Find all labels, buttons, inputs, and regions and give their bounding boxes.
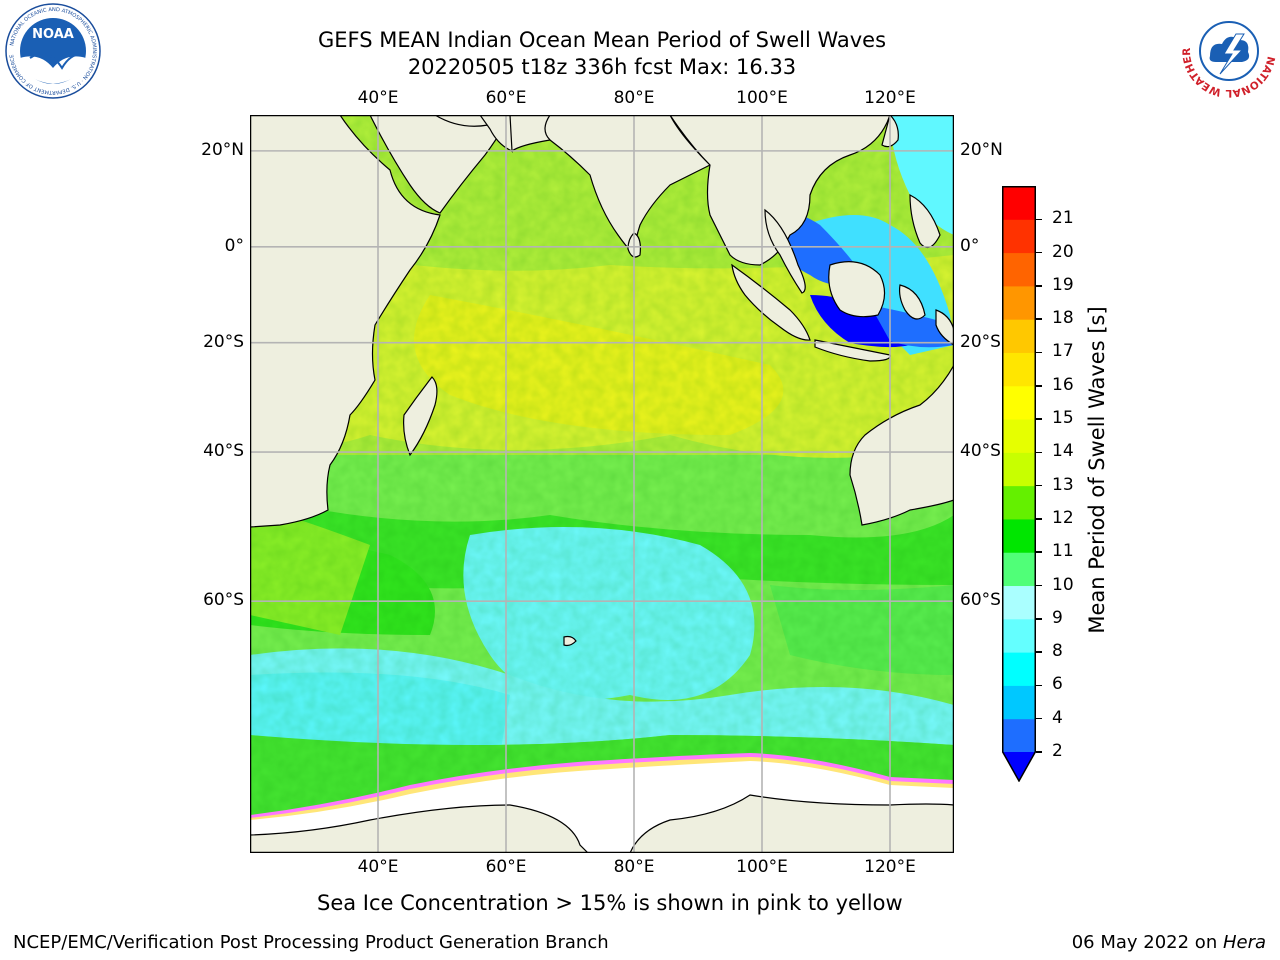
- lon-label-bottom: 40°E: [357, 857, 399, 877]
- footer-host: Hera: [1222, 932, 1266, 953]
- colorbar-bin: [1002, 552, 1036, 587]
- colorbar: [1002, 186, 1036, 782]
- colorbar-tick-mark: [1036, 717, 1042, 720]
- colorbar-bin: [1002, 585, 1036, 620]
- colorbar-tick-label: 14: [1052, 441, 1074, 462]
- lat-label-left: 20°S: [203, 331, 244, 352]
- lat-label-left: 20°N: [201, 139, 244, 160]
- colorbar-tick-label: 19: [1052, 274, 1074, 295]
- colorbar-bin: [1002, 186, 1036, 220]
- colorbar-tick-mark: [1036, 551, 1042, 553]
- colorbar-tick-mark: [1036, 351, 1042, 354]
- colorbar-bin: [1002, 652, 1036, 686]
- lat-label-right: 0°: [960, 235, 980, 256]
- map-subtitle: 20220505 t18z 336h fcst Max: 16.33: [407, 55, 797, 79]
- colorbar-label: Mean Period of Swell Waves [s]: [1085, 306, 1109, 634]
- lat-label-right: 40°S: [960, 441, 1001, 462]
- colorbar-tick-mark: [1036, 385, 1042, 387]
- colorbar-tick-label: 11: [1052, 541, 1074, 562]
- madagascar: [403, 376, 438, 457]
- colorbar-tick-label: 9: [1052, 607, 1063, 628]
- lat-label-right: 60°S: [960, 590, 1001, 611]
- lon-label-top: 100°E: [736, 88, 788, 108]
- nws-logo: NATIONAL WEATHER SERVICE: [1180, 2, 1277, 99]
- lon-label-bottom: 100°E: [736, 857, 788, 877]
- colorbar-tick-label: 6: [1052, 674, 1063, 695]
- colorbar-tick-mark: [1036, 651, 1042, 653]
- colorbar-outline: [1002, 186, 1036, 782]
- footer-date: 06 May 2022 on Hera: [1071, 932, 1266, 953]
- lat-label-right: 20°N: [960, 139, 1003, 160]
- australia-landmass: [849, 363, 954, 526]
- borneo: [828, 261, 886, 318]
- colorbar-tick-mark: [1036, 618, 1042, 620]
- lat-label-right: 20°S: [960, 331, 1001, 352]
- lon-label-bottom: 60°E: [485, 857, 527, 877]
- map-gridlines: [250, 115, 954, 853]
- colorbar-tick-mark: [1036, 751, 1042, 753]
- colorbar-bin: [1002, 685, 1036, 720]
- java-sea-field: [810, 295, 910, 348]
- colorbar-bin: [1002, 285, 1036, 320]
- colorbar-tick-mark: [1036, 451, 1042, 454]
- colorbar-tick-label: 15: [1052, 408, 1074, 429]
- colorbar-bin: [1002, 319, 1036, 353]
- colorbar-tick-mark: [1036, 318, 1042, 320]
- africa-landmass: [250, 115, 441, 528]
- lon-label-top: 120°E: [864, 88, 916, 108]
- lon-label-top: 60°E: [485, 88, 527, 108]
- colorbar-bin: [1002, 718, 1036, 753]
- colorbar-tick-mark: [1036, 518, 1042, 520]
- map-frame: [250, 115, 954, 853]
- colorbar-bin: [1002, 385, 1036, 420]
- colorbar-tick-mark: [1036, 285, 1042, 287]
- colorbar-tick-mark: [1036, 584, 1042, 587]
- lon-label-bottom: 80°E: [613, 857, 655, 877]
- lon-label-top: 80°E: [613, 88, 655, 108]
- colorbar-tick-mark: [1036, 484, 1042, 487]
- colorbar-tick-label: 10: [1052, 574, 1074, 595]
- colorbar-tick-mark: [1036, 251, 1042, 254]
- lon-label-top: 40°E: [357, 88, 399, 108]
- sumatra: [731, 263, 811, 341]
- colorbar-tick-label: 16: [1052, 374, 1074, 395]
- colorbar-tick-mark: [1036, 684, 1042, 687]
- colorbar-bin: [1002, 252, 1036, 287]
- sea-ice-note: Sea Ice Concentration > 15% is shown in …: [317, 891, 903, 915]
- colorbar-tick-mark: [1036, 218, 1042, 221]
- colorbar-tick-label: 18: [1052, 308, 1074, 329]
- colorbar-bin: [1002, 618, 1036, 653]
- colorbar-tick-label: 20: [1052, 241, 1074, 262]
- noaa-logo: NATIONAL OCEANIC AND ATMOSPHERIC ADMINIS…: [5, 3, 101, 99]
- colorbar-bin: [1002, 518, 1036, 553]
- colorbar-bin: [1002, 452, 1036, 487]
- colorbar-tick-label: 21: [1052, 208, 1074, 229]
- colorbar-bin: [1002, 485, 1036, 520]
- colorbar-under-extension: [1002, 752, 1036, 781]
- lat-label-left: 60°S: [203, 590, 244, 611]
- colorbar-tick-label: 4: [1052, 707, 1063, 728]
- lat-label-left: 0°: [224, 235, 244, 256]
- colorbar-tick-label: 17: [1052, 341, 1074, 362]
- footer-branch: NCEP/EMC/Verification Post Processing Pr…: [13, 932, 609, 953]
- colorbar-tick-label: 13: [1052, 474, 1074, 495]
- swell-period-map: [250, 115, 954, 853]
- colorbar-bin: [1002, 352, 1036, 387]
- svg-text:NOAA: NOAA: [32, 27, 74, 42]
- lon-label-bottom: 120°E: [864, 857, 916, 877]
- colorbar-tick-label: 12: [1052, 507, 1074, 528]
- colorbar-tick-label: 2: [1052, 741, 1063, 761]
- colorbar-tick-mark: [1036, 418, 1042, 420]
- colorbar-bin: [1002, 219, 1036, 254]
- map-title: GEFS MEAN Indian Ocean Mean Period of Sw…: [317, 28, 887, 52]
- colorbar-tick-label: 8: [1052, 641, 1063, 662]
- lat-label-left: 40°S: [203, 441, 244, 462]
- colorbar-bin: [1002, 419, 1036, 453]
